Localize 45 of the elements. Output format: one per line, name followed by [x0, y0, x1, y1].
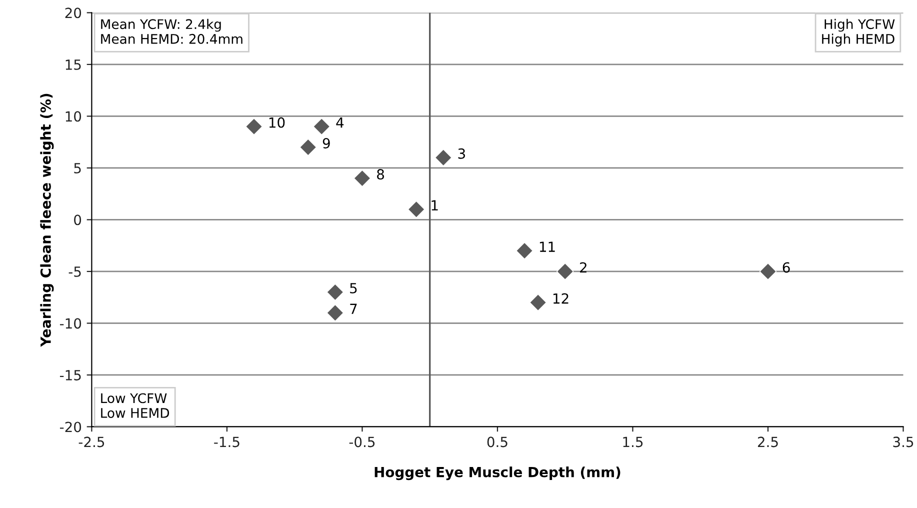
annotation: Mean YCFW: 2.4kg Mean HEMD: 20.4mm [101, 18, 242, 44]
point [408, 200, 425, 218]
x-tick-label: 1.5 [623, 436, 643, 448]
y-tick-label: 0 [74, 214, 82, 226]
annotation: 1 [432, 200, 438, 210]
x-tick-label: -1.5 [214, 436, 240, 448]
point [326, 284, 344, 301]
annotation: 3 [458, 148, 465, 159]
annotation: 6 [782, 262, 790, 273]
point [300, 138, 317, 156]
annotation: 11 [540, 242, 555, 252]
x-tick-label: 2.5 [758, 436, 778, 448]
y-tick-label: 10 [66, 111, 82, 122]
y-tick-label: 5 [74, 163, 81, 174]
annotation: 12 [553, 293, 568, 304]
x-tick-label: -0.5 [349, 436, 375, 448]
annotation: 2 [580, 262, 586, 273]
y-axis-title: Yearling Clean fleece weight (%) [40, 94, 54, 347]
y-tick-label: -10 [60, 318, 82, 329]
annotation: Low YCFW Low HEMD [101, 393, 170, 418]
y-tick-label: -15 [60, 370, 81, 380]
annotation: 8 [377, 169, 384, 180]
point [529, 294, 547, 312]
y-tick-label: -20 [60, 422, 82, 432]
annotation: 7 [350, 304, 357, 314]
annotation: High YCFW High HEMD [822, 18, 895, 46]
y-tick-label: 20 [65, 8, 82, 18]
annotation: 9 [322, 138, 330, 149]
point [759, 262, 777, 280]
y-tick-label: -5 [68, 266, 81, 277]
point [434, 149, 452, 166]
point [313, 118, 330, 136]
x-tick-label: 0.5 [487, 436, 508, 448]
x-axis-title: Hogget Eye Muscle Depth (mm) [374, 466, 620, 480]
point [354, 170, 371, 187]
y-tick-label: 15 [66, 60, 81, 70]
x-tick-label: 3.5 [893, 436, 914, 448]
point [326, 304, 344, 322]
point [556, 262, 574, 280]
annotation: 5 [350, 283, 357, 294]
annotation: 4 [336, 117, 344, 128]
x-tick-label: -2.5 [78, 436, 104, 448]
annotation: 10 [269, 117, 285, 128]
point [245, 118, 263, 136]
point [516, 242, 534, 260]
